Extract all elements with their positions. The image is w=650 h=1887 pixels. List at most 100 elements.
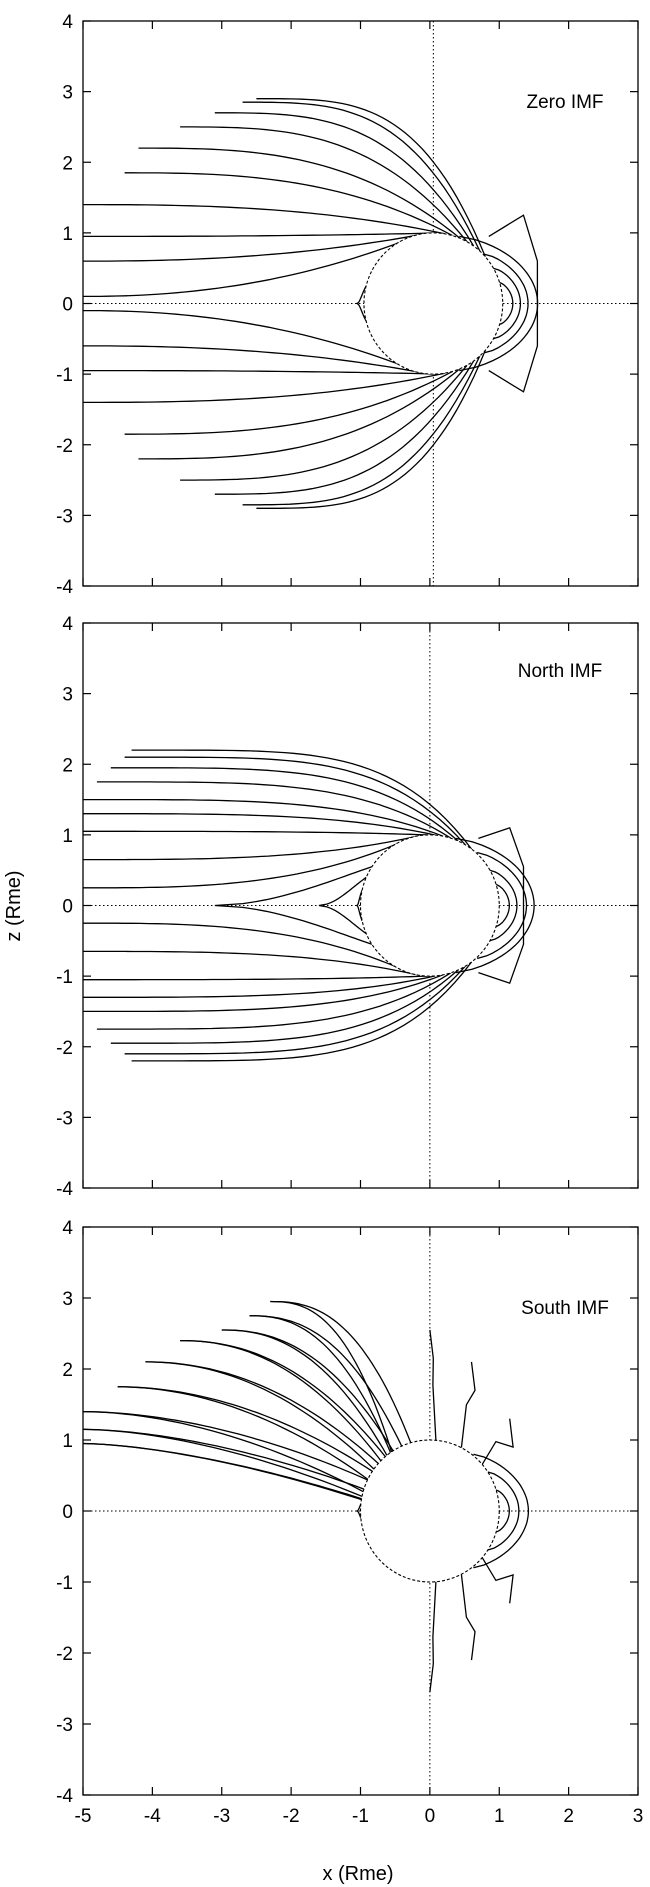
closed-field-line-nightside bbox=[318, 876, 367, 935]
x-tick-label: 0 bbox=[425, 1806, 436, 1827]
planet-outline bbox=[359, 1439, 500, 1583]
x-tick-label: 1 bbox=[494, 1806, 505, 1827]
y-tick-label: 0 bbox=[62, 1502, 73, 1523]
x-tick-label: 3 bbox=[633, 1806, 644, 1827]
y-tick-label: 0 bbox=[62, 897, 73, 918]
y-tick-label: 0 bbox=[62, 295, 73, 316]
field-line-north bbox=[83, 798, 444, 837]
field-line-north bbox=[214, 112, 475, 247]
field-line-north bbox=[242, 101, 481, 252]
y-tick-label: -2 bbox=[56, 1644, 73, 1665]
field-line-south bbox=[83, 372, 445, 404]
dayside-field-line bbox=[487, 1471, 520, 1551]
planet-outline bbox=[359, 834, 500, 977]
y-tick-label: 4 bbox=[62, 1218, 73, 1239]
x-tick-label: -1 bbox=[352, 1806, 369, 1827]
field-line-north bbox=[145, 1361, 379, 1464]
dayside-field-line bbox=[489, 869, 518, 942]
planet-circle bbox=[363, 232, 504, 375]
dayside-field-line bbox=[477, 851, 528, 960]
closed-field-line-nightside bbox=[356, 889, 363, 922]
field-line-north bbox=[124, 756, 466, 846]
x-tick-label: -5 bbox=[75, 1806, 92, 1827]
field-line-south bbox=[180, 364, 468, 481]
y-tick-label: -3 bbox=[56, 1715, 73, 1736]
field-line-north bbox=[110, 767, 459, 842]
field-line-north bbox=[83, 232, 438, 238]
dayside-field-line bbox=[492, 267, 522, 340]
field-line-north bbox=[83, 203, 445, 235]
field-line-south bbox=[83, 974, 444, 1013]
tick-labels: -4 -3 -2 -1 0 1 2 3 4 bbox=[56, 614, 73, 1200]
y-tick-label: 3 bbox=[62, 1289, 73, 1310]
field-line-south bbox=[83, 922, 413, 975]
y-tick-label: -1 bbox=[56, 365, 73, 386]
open-field-line-north bbox=[460, 1361, 476, 1448]
y-tick-label: -1 bbox=[56, 1573, 73, 1594]
field-line-north bbox=[270, 1300, 412, 1444]
field-line-south bbox=[124, 370, 453, 435]
y-tick-label: -4 bbox=[56, 1786, 73, 1807]
panel-north-imf: -4 -3 -2 -1 0 1 2 3 4 North IMF bbox=[56, 614, 639, 1200]
field-line-south bbox=[214, 360, 475, 495]
y-tick-label: 4 bbox=[62, 614, 73, 635]
open-field-line-south bbox=[460, 1574, 476, 1661]
closed-field-line-nightside bbox=[355, 1503, 362, 1519]
y-tick-label: -4 bbox=[56, 1179, 73, 1200]
y-tick-label: -4 bbox=[56, 577, 73, 598]
field-line-north bbox=[124, 172, 453, 237]
field-line-north bbox=[82, 1442, 362, 1500]
field-line-north bbox=[83, 813, 436, 836]
dayside-field-line bbox=[498, 281, 514, 326]
field-line-south bbox=[96, 972, 452, 1030]
field-line-north bbox=[83, 835, 420, 861]
panel-title: North IMF bbox=[518, 661, 602, 682]
tick-labels: -4 -3 -2 -1 0 1 2 3 4 bbox=[56, 12, 73, 598]
field-line-south bbox=[256, 350, 486, 509]
reference-lines bbox=[83, 21, 638, 586]
magnetopause-cusp-line bbox=[488, 214, 539, 393]
y-tick-label: 2 bbox=[62, 1360, 73, 1381]
x-tick-label: -4 bbox=[144, 1806, 161, 1827]
axis-ticks bbox=[82, 20, 639, 587]
panel-title: Zero IMF bbox=[526, 92, 603, 113]
y-tick-label: 4 bbox=[62, 12, 73, 33]
field-line-north bbox=[180, 126, 468, 243]
open-field-line-south bbox=[481, 1557, 514, 1604]
field-line-north bbox=[83, 233, 422, 298]
field-line-south bbox=[110, 969, 459, 1044]
planet-outline bbox=[363, 232, 504, 375]
y-tick-label: 3 bbox=[62, 83, 73, 104]
field-line-north bbox=[138, 147, 461, 239]
y-tick-label: -2 bbox=[56, 436, 73, 457]
magnetopause-cusp-line bbox=[478, 826, 525, 985]
field-line-north bbox=[83, 232, 430, 262]
field-lines bbox=[83, 749, 535, 1062]
panel-zero-imf: -4 -3 -2 -1 0 1 2 3 4 Zero IMF bbox=[56, 12, 639, 598]
field-line-south bbox=[83, 950, 420, 976]
field-line-north bbox=[256, 98, 486, 257]
y-tick-label: -3 bbox=[56, 506, 73, 527]
dayside-field-line bbox=[494, 1489, 510, 1533]
field-line-north bbox=[83, 836, 413, 889]
field-line-south bbox=[83, 975, 436, 998]
open-field-line-north bbox=[429, 1329, 437, 1441]
field-line-south bbox=[83, 369, 438, 375]
field-line-south bbox=[124, 965, 466, 1055]
y-tick-label: -1 bbox=[56, 967, 73, 988]
dayside-field-line bbox=[494, 883, 510, 928]
planet-circle bbox=[359, 1439, 500, 1583]
y-tick-label: 2 bbox=[62, 153, 73, 174]
y-tick-label: 1 bbox=[62, 1431, 73, 1452]
y-tick-label: 1 bbox=[62, 224, 73, 245]
open-field-line-north bbox=[481, 1418, 514, 1465]
y-tick-label: -3 bbox=[56, 1108, 73, 1129]
x-tick-label: -3 bbox=[213, 1806, 230, 1827]
panel-title: South IMF bbox=[521, 1298, 609, 1319]
closed-field-line-nightside bbox=[214, 866, 373, 945]
field-line-south bbox=[138, 368, 461, 460]
field-line-south bbox=[83, 309, 422, 374]
